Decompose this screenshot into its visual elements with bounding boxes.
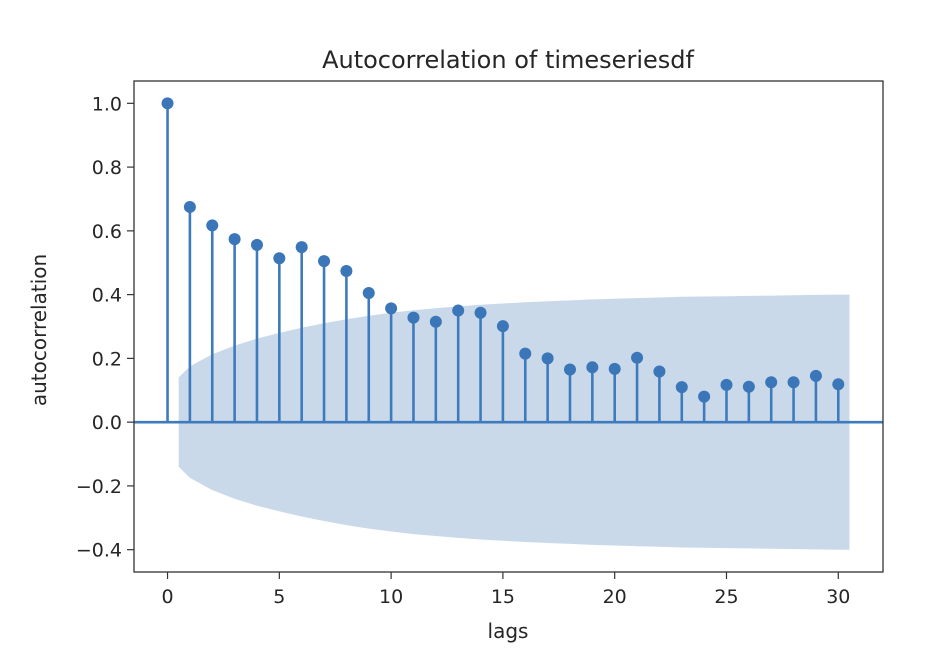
chart-title: Autocorrelation of timeseriesdf — [322, 46, 694, 74]
marker-lag-25 — [720, 378, 733, 391]
y-tick-label-0: 1.0 — [92, 93, 122, 115]
marker-lag-1 — [183, 200, 196, 213]
y-axis: 1.0 0.8 0.6 0.4 0.2 0.0 −0.2 −0.4 — [76, 93, 134, 562]
y-tick-label-7: −0.4 — [76, 540, 122, 562]
marker-lag-11 — [407, 311, 420, 324]
y-axis-label: autocorrelation — [27, 254, 51, 406]
marker-lag-12 — [429, 315, 442, 328]
y-tick-label-4: 0.2 — [92, 348, 122, 370]
plot-frame — [133, 80, 884, 573]
marker-lag-28 — [787, 376, 800, 389]
marker-lag-4 — [250, 238, 263, 251]
x-axis-label: lags — [488, 619, 529, 643]
marker-lag-22 — [653, 365, 666, 378]
x-tick-label-30: 30 — [826, 586, 850, 608]
marker-lag-7 — [318, 255, 331, 268]
marker-lag-2 — [206, 219, 219, 232]
x-tick-label-0: 0 — [161, 586, 173, 608]
marker-lag-14 — [474, 306, 487, 319]
marker-lag-26 — [742, 380, 755, 393]
marker-lag-20 — [608, 362, 621, 375]
y-tick-label-6: −0.2 — [76, 476, 122, 498]
x-axis: 0 5 10 15 20 25 30 — [161, 572, 850, 608]
marker-lag-29 — [809, 369, 822, 382]
marker-lag-24 — [698, 390, 711, 403]
marker-lag-5 — [273, 252, 286, 265]
marker-lag-10 — [385, 302, 398, 315]
x-tick-label-15: 15 — [491, 586, 515, 608]
x-tick-label-20: 20 — [603, 586, 627, 608]
x-tick-label-5: 5 — [273, 586, 285, 608]
marker-lag-13 — [452, 304, 465, 317]
marker-lag-15 — [496, 320, 509, 333]
marker-lag-23 — [675, 381, 688, 394]
marker-lag-27 — [765, 376, 778, 389]
marker-lag-21 — [631, 351, 644, 364]
marker-lag-30 — [832, 378, 845, 391]
y-tick-label-2: 0.6 — [92, 221, 122, 243]
marker-lag-19 — [586, 361, 599, 374]
marker-lag-18 — [563, 363, 576, 376]
x-tick-label-25: 25 — [714, 586, 738, 608]
y-tick-label-3: 0.4 — [92, 285, 122, 307]
marker-lag-17 — [541, 352, 554, 365]
marker-lag-16 — [519, 347, 532, 360]
marker-lag-9 — [362, 287, 375, 300]
plot-area — [134, 97, 883, 550]
x-tick-label-10: 10 — [379, 586, 403, 608]
marker-lag-0 — [161, 97, 174, 110]
marker-lag-8 — [340, 265, 353, 278]
y-tick-label-5: 0.0 — [92, 412, 122, 434]
marker-lag-3 — [228, 233, 241, 246]
marker-lag-6 — [295, 241, 308, 254]
y-tick-label-1: 0.8 — [92, 157, 122, 179]
